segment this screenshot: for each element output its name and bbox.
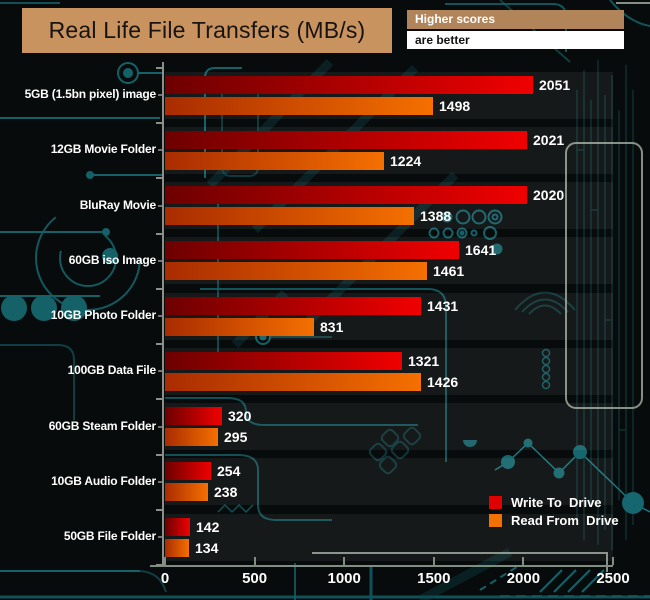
- legend-swatch: [489, 495, 502, 509]
- note-box: Higher scores are better: [407, 10, 624, 49]
- chart-title: Real Life File Transfers (MB/s): [48, 17, 366, 43]
- x-axis-line: [150, 565, 613, 567]
- note-are-better: are better: [407, 31, 624, 49]
- legend-item: Write To Drive: [489, 493, 619, 511]
- legend-label: Read From Drive: [511, 512, 619, 528]
- legend: Write To Drive Read From Drive: [489, 493, 619, 529]
- note-higher-scores: Higher scores: [407, 10, 624, 29]
- legend-label: Write To Drive: [511, 494, 602, 510]
- y-axis-line: [162, 62, 164, 567]
- legend-swatch: [489, 513, 502, 527]
- chart-title-banner: Real Life File Transfers (MB/s): [22, 8, 392, 53]
- legend-item: Read From Drive: [489, 511, 619, 529]
